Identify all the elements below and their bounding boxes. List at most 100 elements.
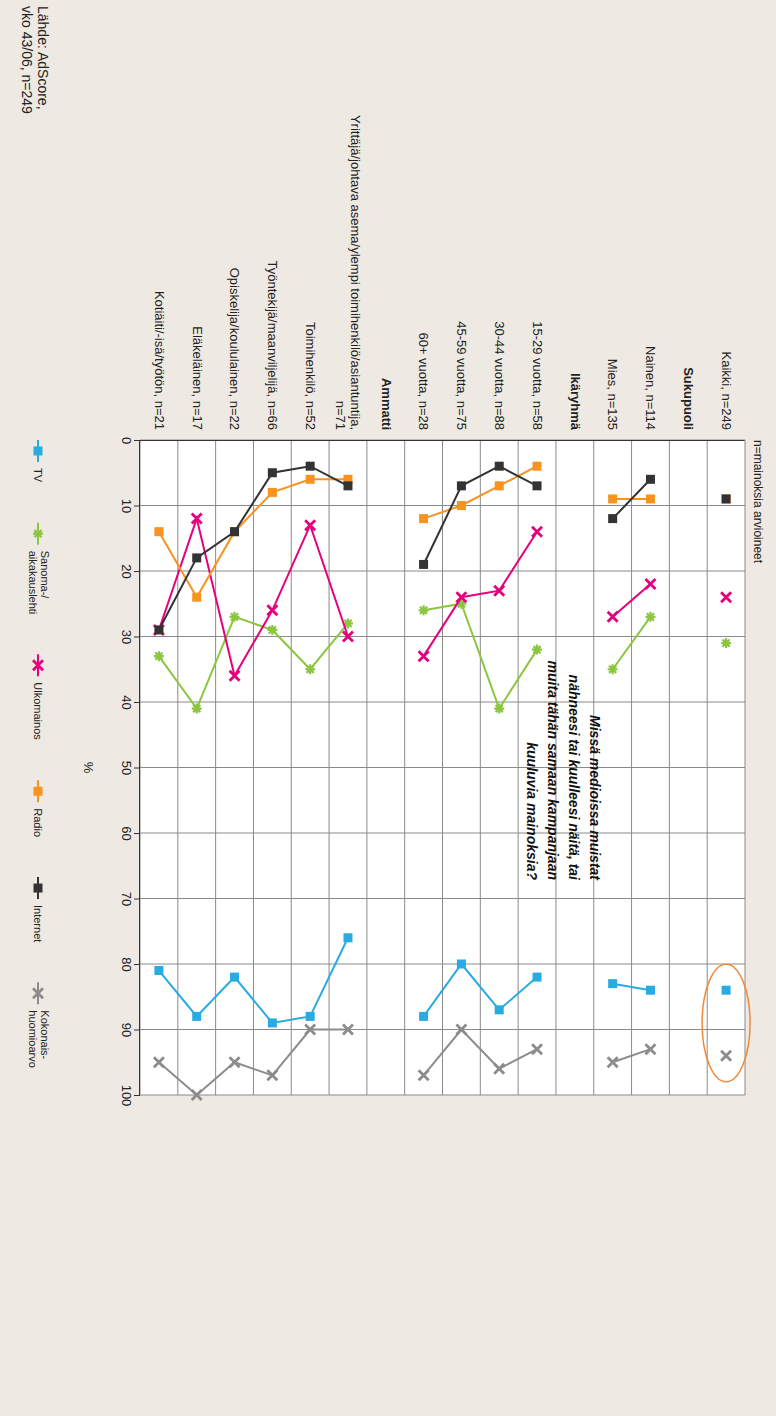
tick: 20 — [119, 564, 140, 578]
tick: Ammatti — [379, 378, 394, 430]
tick-label-line: n=71 — [333, 401, 348, 430]
legend-label-line: aikakauslehti — [27, 551, 39, 615]
tick: Toimihenkilö, n=52 — [303, 322, 318, 430]
marker — [343, 933, 352, 942]
grid-line — [140, 767, 745, 768]
grid — [140, 440, 745, 1095]
title-line: nähneesi tai kuulleesi näitä, tai — [566, 675, 582, 882]
tick-mark — [134, 702, 140, 703]
marker — [608, 612, 618, 622]
series-line — [159, 604, 726, 709]
marker — [230, 527, 239, 536]
marker — [608, 979, 617, 988]
tick-mark — [134, 440, 140, 441]
tick-label: Mies, n=135 — [605, 359, 620, 430]
source-line: vko 43/06, n=249 — [19, 6, 35, 114]
tick: Sukupuoli — [681, 367, 696, 430]
grid-line — [140, 636, 745, 637]
marker — [419, 651, 429, 661]
tick-label: 100 — [119, 1085, 134, 1107]
tick: Kotiäiti/-isä/työtön, n=21 — [152, 291, 167, 430]
marker — [494, 1064, 504, 1074]
marker — [494, 704, 504, 714]
marker — [645, 579, 655, 589]
tick-mark — [134, 768, 140, 769]
tick-label: 50 — [119, 761, 134, 775]
legend-label: Kokonais-huomioarvo — [27, 1010, 51, 1067]
legend-label-line: huomioarvo — [27, 1010, 39, 1067]
legend-label: Sanoma-/aikakauslehti — [27, 551, 51, 615]
legend: TVSanoma-/aikakauslehtiUlkomainosRadioIn… — [27, 440, 51, 1068]
marker — [457, 960, 466, 969]
marker — [154, 527, 163, 536]
marker — [230, 973, 239, 982]
chart: 0102030405060708090100Kaikki, n=249Sukup… — [0, 0, 776, 1416]
series-line — [159, 938, 726, 1023]
axis-title: % — [81, 762, 96, 774]
tick: 60+ vuotta, n=28 — [416, 332, 431, 430]
title-line: Missä medioissa muistat — [587, 715, 603, 881]
marker — [230, 612, 240, 622]
source: Lähde: AdScore,vko 43/06, n=249 — [19, 6, 51, 114]
marker — [721, 638, 731, 648]
tick-label: Ikäryhmä — [568, 373, 583, 431]
marker — [343, 632, 353, 642]
tick: 50 — [119, 761, 140, 775]
marker — [645, 612, 655, 622]
background — [0, 0, 776, 1416]
marker — [533, 462, 542, 471]
marker — [608, 664, 618, 674]
series-line — [159, 466, 726, 630]
tick: 80 — [119, 957, 140, 971]
tick-label: Opiskelija/koululainen, n=22 — [227, 268, 242, 430]
legend-item: Ulkomainos — [32, 654, 44, 740]
tick: Mies, n=135 — [605, 359, 620, 430]
tick: Eläkeläinen, n=17 — [190, 326, 205, 430]
marker — [306, 475, 315, 484]
grid-line — [140, 1095, 745, 1096]
marker — [608, 1057, 618, 1067]
marker — [268, 488, 277, 497]
marker — [419, 1070, 429, 1080]
marker — [306, 1012, 315, 1021]
tick-mark — [134, 1030, 140, 1031]
tick: Yrittäjä/johtava asema/ylempi toimihenki… — [333, 115, 363, 430]
legend-item: TV — [32, 440, 44, 483]
marker — [419, 560, 428, 569]
grid-line — [140, 440, 745, 441]
legend-marker — [33, 660, 43, 670]
marker — [532, 1044, 542, 1054]
legend-marker — [34, 447, 43, 456]
legend-label: Internet — [32, 905, 44, 942]
tick-label: Työntekijä/maanviljelijä, n=66 — [265, 261, 280, 430]
marker — [495, 462, 504, 471]
tick-mark — [134, 506, 140, 507]
legend-label: Ulkomainos — [32, 682, 44, 740]
marker — [722, 494, 731, 503]
marker — [495, 481, 504, 490]
grid-line — [140, 505, 745, 506]
tick: Kaikki, n=249 — [719, 352, 734, 430]
marker — [305, 664, 315, 674]
marker — [192, 593, 201, 602]
series-line — [159, 466, 726, 597]
title-line: kuuluvia mainoksia? — [524, 742, 540, 880]
grid-line — [140, 833, 745, 834]
marker — [154, 625, 163, 634]
tick-label: 10 — [119, 499, 134, 513]
marker — [419, 1012, 428, 1021]
tick: 45-59 vuotta, n=75 — [454, 321, 469, 430]
marker — [721, 1051, 731, 1061]
series-line — [159, 1030, 726, 1096]
marker — [267, 605, 277, 615]
tick: 30-44 vuotta, n=88 — [492, 321, 507, 430]
marker — [419, 605, 429, 615]
tick-label: 90 — [119, 1023, 134, 1037]
grid-line — [140, 571, 745, 572]
highlight — [702, 964, 750, 1081]
marker — [305, 1025, 315, 1035]
subtitle: n=mainoksia arvioineet — [751, 440, 765, 564]
marker — [646, 494, 655, 503]
tick-label: 60 — [119, 826, 134, 840]
tick-mark — [134, 899, 140, 900]
